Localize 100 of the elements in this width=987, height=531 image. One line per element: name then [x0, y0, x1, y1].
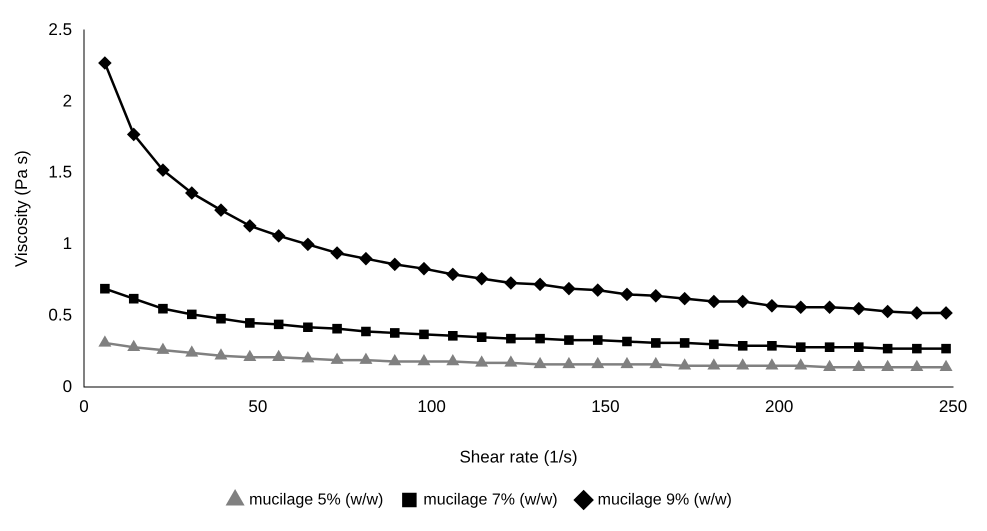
point — [272, 230, 285, 242]
point — [388, 258, 402, 271]
x-tick-label: 250 — [938, 397, 968, 416]
point — [476, 356, 488, 367]
point — [505, 356, 516, 367]
point — [331, 354, 343, 364]
point — [738, 341, 748, 351]
point — [389, 355, 400, 366]
point — [912, 344, 922, 354]
point — [156, 164, 170, 176]
point — [736, 295, 749, 308]
point — [796, 342, 806, 352]
point — [390, 328, 400, 338]
point — [446, 268, 460, 281]
point — [476, 332, 486, 342]
point — [534, 278, 546, 291]
point — [419, 330, 429, 340]
x-tick-label: 100 — [417, 397, 446, 416]
point — [910, 306, 924, 320]
x-tick-label: 200 — [765, 397, 794, 416]
point — [98, 56, 112, 70]
point — [128, 294, 139, 304]
y-tick-label: 0 — [62, 376, 72, 396]
point — [766, 300, 778, 312]
point — [447, 355, 458, 366]
x-axis-title: Shear rate (1/s) — [459, 447, 578, 466]
point — [563, 358, 574, 368]
y-axis-title: Viscosity (Pa s) — [12, 150, 31, 268]
legend-label: mucilage 9% (w/w) — [598, 491, 732, 508]
legend-label: mucilage 5% (w/w) — [249, 491, 384, 508]
point — [302, 352, 314, 362]
point — [302, 238, 314, 251]
point — [214, 204, 228, 216]
point — [678, 292, 691, 305]
point — [854, 342, 864, 352]
point — [767, 341, 777, 351]
point — [330, 246, 344, 260]
point — [650, 358, 662, 368]
point — [418, 262, 430, 275]
point — [564, 335, 574, 345]
point — [823, 300, 836, 314]
point — [824, 360, 836, 371]
point — [535, 334, 545, 344]
point — [216, 314, 226, 324]
point — [737, 360, 748, 370]
point — [940, 360, 952, 371]
point — [650, 290, 662, 302]
point — [881, 305, 894, 318]
point — [187, 310, 197, 320]
legend-label: mucilage 7% (w/w) — [423, 491, 558, 508]
point — [592, 284, 604, 296]
point — [766, 360, 778, 370]
point — [361, 326, 371, 336]
point — [795, 360, 806, 370]
point — [99, 336, 110, 347]
point — [940, 306, 952, 320]
point — [186, 346, 198, 357]
point — [273, 350, 284, 361]
point — [882, 360, 894, 371]
point — [245, 318, 255, 328]
point — [709, 340, 719, 350]
point — [534, 358, 546, 368]
y-tick-label: 2.5 — [48, 20, 72, 39]
point — [824, 342, 834, 352]
x-tick-label: 50 — [248, 397, 268, 416]
point — [680, 338, 690, 348]
point — [592, 335, 603, 345]
point — [708, 360, 720, 370]
point — [679, 360, 690, 370]
point — [941, 344, 951, 354]
point — [506, 334, 516, 344]
point — [562, 282, 576, 295]
point — [244, 350, 256, 361]
point — [360, 354, 372, 364]
point — [853, 360, 864, 371]
point — [882, 344, 892, 354]
point — [157, 344, 169, 354]
point — [244, 220, 256, 232]
point — [852, 302, 866, 315]
point — [303, 322, 313, 332]
point — [418, 355, 430, 366]
point — [448, 331, 458, 341]
y-tick-label: 2 — [62, 91, 72, 110]
point — [100, 284, 110, 294]
point — [332, 324, 342, 334]
point — [504, 276, 518, 290]
point — [186, 186, 198, 200]
x-tick-label: 150 — [591, 397, 620, 416]
point — [622, 336, 632, 346]
point — [274, 320, 284, 330]
y-tick-label: 0.5 — [48, 305, 72, 324]
point — [794, 300, 808, 314]
point — [360, 252, 372, 265]
x-tick-label: 0 — [79, 397, 89, 416]
point — [215, 350, 227, 360]
point — [708, 295, 720, 308]
y-tick-label: 1 — [62, 234, 72, 254]
point — [475, 272, 488, 285]
point — [911, 360, 922, 371]
point — [651, 338, 661, 348]
